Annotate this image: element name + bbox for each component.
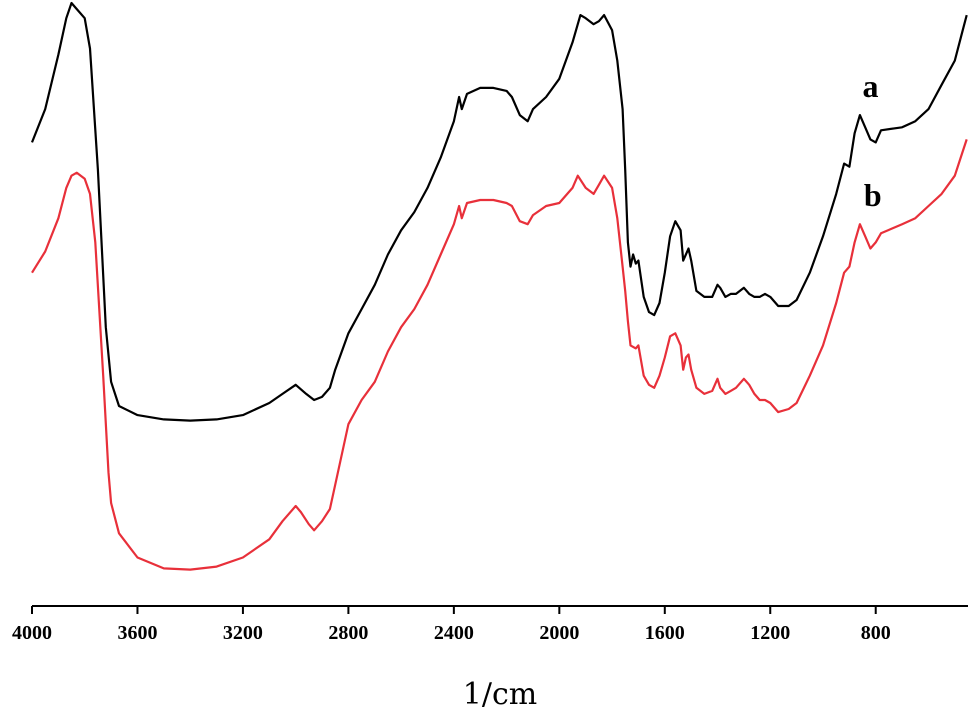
series-label-b: b [864,177,882,213]
x-tick-label-800: 800 [861,622,891,644]
x-tick-label-1200: 1200 [750,622,790,644]
x-tick-label-2800: 2800 [328,622,368,644]
x-tick-label-3200: 3200 [223,622,263,644]
x-tick-label-2000: 2000 [539,622,579,644]
series-labels: ab [863,68,882,213]
series-line-a [30,1,968,422]
series-label-a: a [863,68,879,104]
x-tick-label-1600: 1600 [645,622,685,644]
series-line-b [31,139,968,571]
x-axis-tick-labels: 4000 3600 3200 2800 2400 2000 1600 1200 800 [12,622,891,644]
plot-area [30,1,968,571]
x-axis-ticks [31,606,877,614]
x-tick-label-2400: 2400 [434,622,474,644]
x-tick-label-3600: 3600 [117,622,157,644]
x-axis-title: 1/cm [463,677,537,711]
x-tick-label-4000: 4000 [12,622,52,644]
